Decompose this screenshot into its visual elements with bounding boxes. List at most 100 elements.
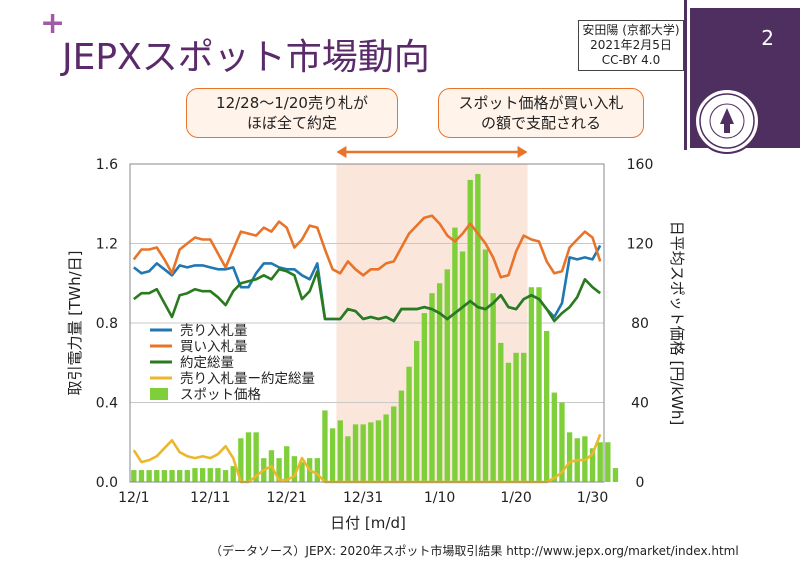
callout-right: スポット価格が買い入札 の額で支配される <box>438 88 644 138</box>
callout-left-line2: ほぼ全て約定 <box>246 114 337 132</box>
price-bar <box>154 470 160 482</box>
legend-label: 約定総量 <box>180 355 234 371</box>
price-bar <box>482 249 489 482</box>
price-bar <box>238 438 244 482</box>
legend-label: 売り入札量ー約定総量 <box>180 371 315 387</box>
title-stripe <box>684 0 687 150</box>
price-bar <box>536 287 542 482</box>
price-bar <box>276 458 282 482</box>
price-bar <box>230 466 236 482</box>
price-bar <box>215 468 221 482</box>
x-tick-label: 1/20 <box>500 490 531 506</box>
x-tick-label: 12/21 <box>267 490 307 506</box>
price-bar <box>597 442 603 482</box>
price-bar <box>521 352 527 482</box>
callout-left-line1: 12/28～1/20売り札が <box>216 94 368 112</box>
x-tick-label: 1/30 <box>577 490 608 506</box>
price-bar <box>207 468 213 482</box>
callout-left: 12/28～1/20売り札が ほぼ全て約定 <box>186 88 398 138</box>
seal-icon <box>699 93 755 149</box>
price-bar <box>505 362 512 482</box>
y-tick-label: 1.2 <box>96 237 118 253</box>
price-bar <box>543 330 550 482</box>
author-box: 安田陽 (京都大学) 2021年2月5日 CC-BY 4.0 <box>578 20 684 71</box>
price-bar <box>459 251 466 482</box>
price-bar <box>444 269 450 482</box>
price-bar <box>605 442 611 482</box>
price-bar <box>352 424 359 482</box>
price-bar <box>199 468 206 482</box>
y2-tick-label: 120 <box>627 237 654 253</box>
y-tick-label: 0.0 <box>96 475 118 491</box>
price-bar <box>391 406 397 482</box>
page-number: 2 <box>761 26 774 50</box>
author-date: 2021年2月5日 <box>590 38 672 52</box>
price-bar <box>498 342 504 482</box>
price-bar <box>291 456 298 482</box>
university-seal <box>694 88 760 154</box>
price-bar <box>169 470 175 482</box>
price-bar <box>131 470 137 482</box>
x-tick-label: 12/31 <box>343 490 383 506</box>
price-bar <box>452 227 458 482</box>
price-bar <box>253 432 259 482</box>
price-bar <box>245 432 252 482</box>
price-bar <box>421 313 428 482</box>
price-bar <box>368 422 374 482</box>
price-bar <box>383 414 389 482</box>
highlight-arrow-right-head <box>517 146 528 158</box>
price-bar <box>314 458 320 482</box>
price-bar <box>467 179 473 482</box>
price-bar <box>612 468 619 482</box>
y-tick-label: 1.6 <box>96 157 118 173</box>
price-bar <box>490 293 496 482</box>
price-bar <box>375 420 382 482</box>
legend-label: 買い入札量 <box>180 339 248 355</box>
price-bar <box>559 402 565 482</box>
price-bar <box>284 446 290 482</box>
price-bar <box>322 410 328 482</box>
price-bar <box>161 470 168 482</box>
y-tick-label: 0.8 <box>96 316 118 332</box>
author-name: 安田陽 (京都大学) <box>582 23 680 37</box>
price-bar <box>337 420 343 482</box>
price-bar <box>566 432 573 482</box>
price-bar <box>184 470 191 482</box>
price-bar <box>551 392 557 482</box>
price-bar <box>222 470 229 482</box>
plus-mark: + <box>40 6 66 41</box>
price-bar <box>436 283 443 482</box>
plot-frame <box>129 163 605 483</box>
price-bar <box>398 390 405 482</box>
price-bar <box>146 470 152 482</box>
price-bar <box>528 287 535 482</box>
series-line <box>133 267 601 323</box>
legend-swatch <box>150 388 168 400</box>
y2-tick-label: 160 <box>627 157 654 173</box>
price-bar <box>360 424 366 482</box>
price-bar <box>192 468 198 482</box>
price-bar <box>429 293 435 482</box>
y-axis-title: 取引電力量 [TWh/日] <box>66 250 84 395</box>
price-bar <box>406 366 412 482</box>
data-source-footer: （データソース）JEPX: 2020年スポット市場取引結果 http://www… <box>210 544 739 558</box>
callout-right-line2: の額で支配される <box>480 114 601 132</box>
y-tick-label: 0.4 <box>96 396 118 412</box>
y2-tick-label: 80 <box>631 316 649 332</box>
highlight-arrow-left-head <box>336 146 347 158</box>
x-tick-label: 12/11 <box>190 490 230 506</box>
x-axis-title: 日付 [m/d] <box>330 514 406 532</box>
series-line <box>132 214 602 279</box>
price-bar <box>329 428 336 482</box>
x-tick-label: 12/1 <box>118 490 149 506</box>
price-bar <box>138 470 145 482</box>
slide-title: JEPXスポット市場動向 <box>62 37 430 78</box>
legend-label: 売り入札量 <box>180 323 248 339</box>
y2-tick-label: 40 <box>631 396 649 412</box>
y2-tick-label: 0 <box>636 475 645 491</box>
price-bar <box>299 462 305 482</box>
price-bar <box>414 340 420 482</box>
y2-axis-title: 日平均スポット価格 [円/kWh] <box>668 221 686 426</box>
price-bar <box>475 173 481 482</box>
